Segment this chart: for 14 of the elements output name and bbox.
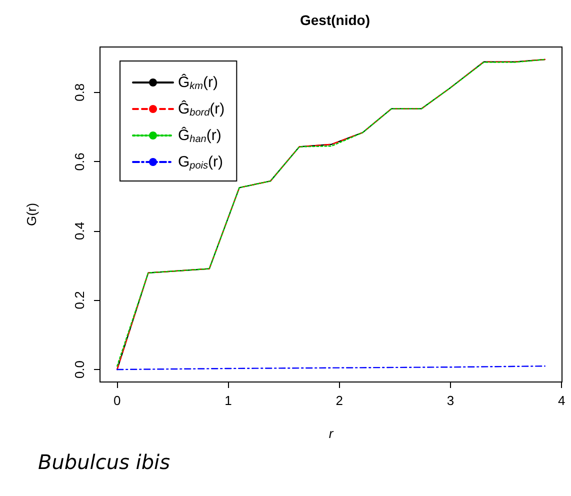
text: Bubulcus ibis: [38, 450, 170, 474]
x-tick-label: 2: [336, 393, 343, 408]
y-axis-title: G(r): [24, 202, 39, 226]
chart-title: Gest(nido): [300, 12, 370, 28]
x-tick-label: 1: [224, 393, 232, 408]
x-tick-label: 3: [446, 393, 454, 408]
x-tick-label: 0: [113, 393, 121, 408]
y-tick-label: 0.6: [72, 152, 87, 171]
y-tick-label: 0.2: [72, 291, 87, 310]
x-axis-title: r: [328, 426, 334, 441]
y-tick-label: 0.4: [72, 222, 87, 240]
x-tick-label: 4: [558, 393, 566, 408]
y-tick-label: 0.8: [72, 83, 87, 102]
y-tick-label: 0.0: [72, 360, 87, 379]
